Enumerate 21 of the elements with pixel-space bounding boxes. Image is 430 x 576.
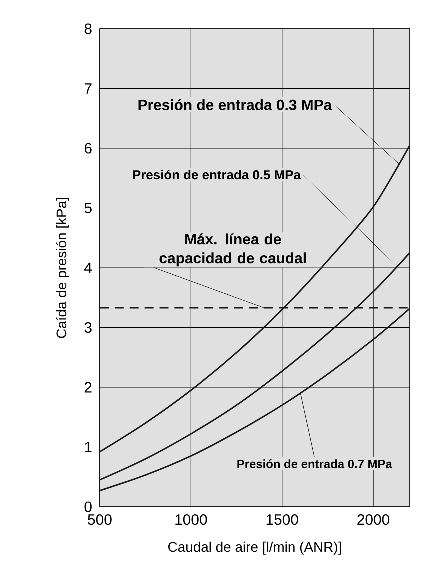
x-tick-label: 1500 (266, 514, 298, 526)
x-tick-label: 2000 (358, 514, 390, 526)
x-tick-label: 500 (88, 514, 112, 526)
y-tick-label: 5 (84, 203, 92, 214)
y-axis-title: Caída de presión [kPa] (56, 198, 70, 338)
y-tick-label: 0 (84, 502, 92, 512)
text: Presión de entrada 0.3 MPa (138, 99, 332, 110)
text: Presión de entrada 0.7 MPa (238, 460, 392, 468)
line-series (99, 252, 411, 481)
ref-line-label: Máx. línea de capacidad de caudal (160, 234, 306, 267)
y-tick-label: 8 (84, 24, 92, 34)
y-tick-label: 6 (84, 143, 92, 154)
line-series (99, 144, 411, 453)
x-tick-label: 1000 (176, 514, 208, 526)
y-tick-label: 4 (84, 262, 92, 274)
y-tick-label: 2 (84, 382, 92, 393)
x-axis-title: Caudal de aire [l/min (ANR)] (168, 542, 342, 555)
text: Presión de entrada 0.5 MPa (133, 170, 301, 180)
y-tick-label: 1 (85, 442, 92, 452)
y-tick-label: 7 (84, 84, 92, 94)
y-tick-label: 3 (84, 322, 92, 334)
